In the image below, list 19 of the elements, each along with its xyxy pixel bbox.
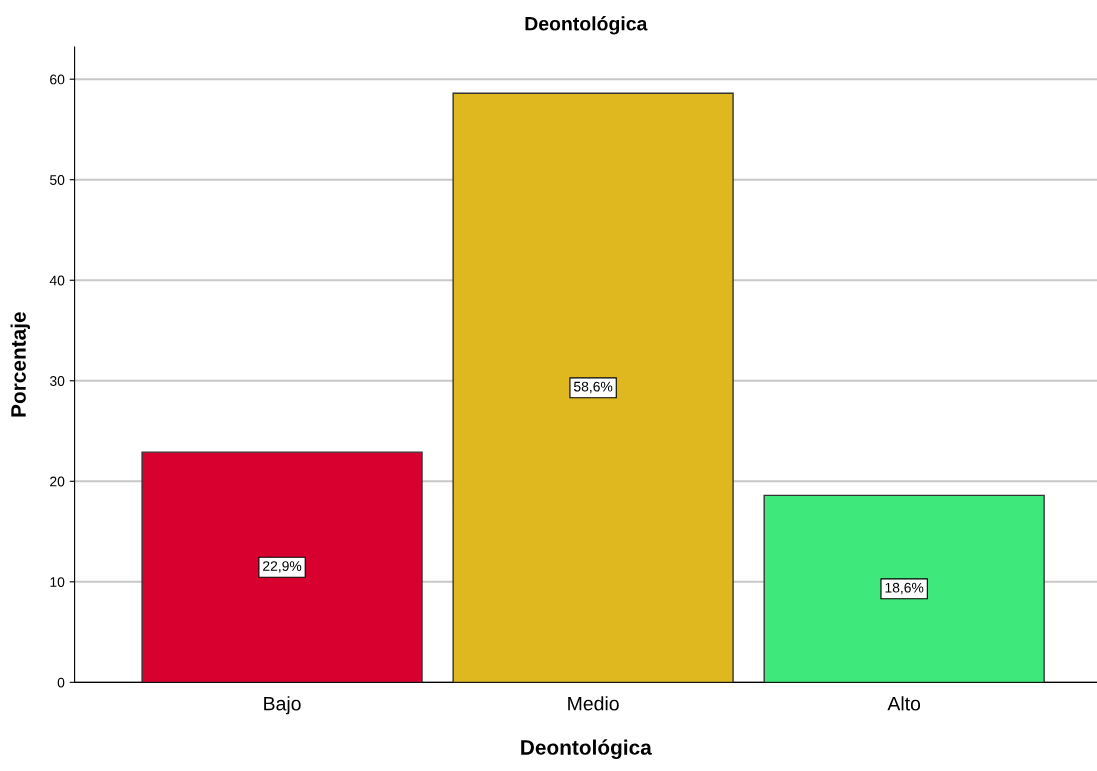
bar (763, 494, 1045, 683)
data-label: 18,6% (885, 582, 924, 595)
data-label: 58,6% (573, 381, 613, 394)
y-tick-label: 40 (49, 275, 65, 286)
x-axis-title: Deontológica (521, 739, 652, 760)
bar (452, 92, 734, 683)
bar (141, 451, 423, 683)
x-tick-label: Alto (887, 696, 921, 711)
x-tick-label: Medio (568, 696, 619, 711)
y-tick-label: 0 (57, 677, 65, 688)
chart-title: Deontológica (525, 16, 648, 35)
x-tick-label: Bajo (264, 696, 301, 715)
y-tick-label: 10 (50, 577, 65, 587)
data-label: 22,9% (263, 561, 302, 573)
y-axis-title: Porcentaje (10, 312, 30, 417)
y-tick-label: 60 (50, 74, 65, 85)
y-tick-label: 50 (49, 175, 65, 185)
y-tick-label: 30 (49, 376, 65, 386)
y-tick-label: 20 (50, 476, 65, 487)
